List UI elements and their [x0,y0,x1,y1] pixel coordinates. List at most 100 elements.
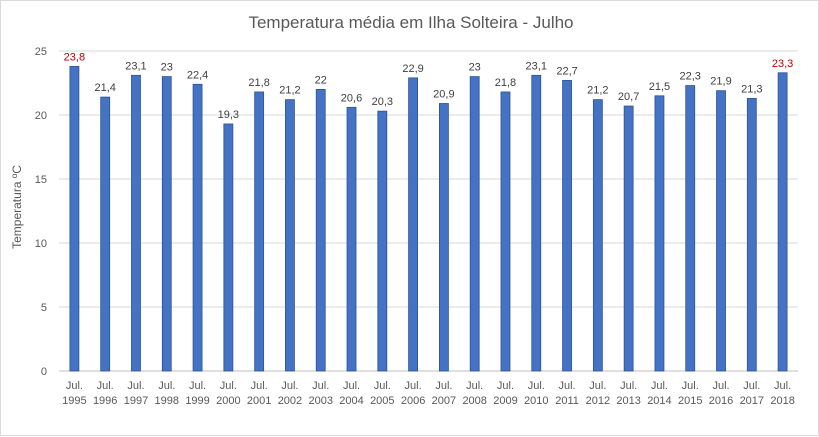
bar-2002 [285,99,295,372]
bar-1997 [131,74,141,372]
x-tick-prefix: Jul. [251,380,268,392]
data-label-2015: 22,3 [680,71,701,83]
x-tick-year: 2012 [586,395,610,407]
bar-1995 [69,65,80,372]
x-tick-prefix: Jul. [466,380,483,392]
x-tick-prefix: Jul. [712,380,729,392]
bar-2017 [746,97,757,372]
x-tick-year: 2008 [462,395,486,407]
x-tick-year: 1997 [124,395,148,407]
x-tick-year: 2006 [401,395,425,407]
bar-2003 [315,89,326,372]
data-label-2000: 19,3 [218,109,239,121]
x-tick-prefix: Jul. [620,380,637,392]
x-tick-year: 2018 [770,395,794,407]
x-tick-prefix: Jul. [589,380,606,392]
data-label-2008: 23 [469,62,481,74]
x-tick-prefix: Jul. [66,380,83,392]
bar-2001 [254,91,265,372]
y-tick-label: 5 [41,302,47,314]
bar-2013 [623,105,634,372]
bar-1996 [100,96,111,372]
x-tick-prefix: Jul. [743,380,760,392]
x-tick-prefix: Jul. [528,380,545,392]
y-axis-label: Temperatura ºC [10,165,24,249]
x-tick-year: 1998 [155,395,179,407]
x-tick-year: 2016 [709,395,733,407]
x-tick-year: 2010 [524,395,548,407]
x-tick-year: 2009 [493,395,517,407]
x-tick-year: 1996 [93,395,117,407]
y-tick-label: 25 [35,46,47,58]
y-tick-label: 20 [35,110,47,122]
x-tick-prefix: Jul. [682,380,699,392]
x-tick-prefix: Jul. [127,380,144,392]
bar-2010 [531,74,542,372]
gridlines [59,50,798,372]
data-label-2006: 22,9 [402,63,423,75]
data-label-2016: 21,9 [710,76,731,88]
y-tick-label: 0 [41,366,47,378]
x-tick-prefix: Jul. [343,380,360,392]
bar-2005 [377,110,388,372]
data-label-1995: 23,8 [64,51,85,63]
bar-2006 [408,77,419,372]
data-label-2001: 21,8 [248,77,269,89]
bar-1998 [161,76,172,372]
bar-2004 [346,106,357,372]
x-tick-prefix: Jul. [189,380,206,392]
bars [69,65,788,372]
bar-2015 [685,85,696,372]
bar-2014 [654,95,665,372]
x-tick-prefix: Jul. [97,380,114,392]
y-tick-label: 15 [35,174,47,186]
data-label-2012: 21,2 [587,85,608,97]
x-tick-prefix: Jul. [281,380,298,392]
y-tick-label: 10 [35,238,47,250]
bar-2018 [777,72,788,372]
x-tick-year: 2007 [432,395,456,407]
bar-2008 [469,76,480,372]
x-tick-year: 2017 [740,395,764,407]
data-labels: 23,8 21,4 23,1 23 22,4 19,3 21,8 21,2 22 20,6 20,3… [64,51,794,121]
x-tick-prefix: Jul. [405,380,422,392]
x-tick-prefix: Jul. [374,380,391,392]
data-label-2003: 22 [315,74,327,86]
x-tick-year: 2001 [247,395,271,407]
bar-2011 [562,80,572,372]
data-label-2018: 23,3 [772,58,793,70]
x-tick-year: 2004 [339,395,363,407]
x-tick-year: 2014 [647,395,671,407]
bar-2009 [500,91,511,372]
bar-2016 [716,90,726,372]
x-tick-year: 2002 [278,395,302,407]
data-label-2017: 21,3 [741,83,762,95]
bar-2000 [223,123,234,372]
bar-1999 [192,83,203,372]
x-tick-prefix: Jul. [651,380,668,392]
data-label-2011: 22,7 [556,65,577,77]
x-tick-year: 1999 [185,395,209,407]
data-label-1997: 23,1 [125,60,146,72]
data-label-2004: 20,6 [341,92,362,104]
x-tick-year: 2011 [555,395,579,407]
data-label-2007: 20,9 [433,88,454,100]
x-tick-year: 2003 [308,395,332,407]
data-label-2005: 20,3 [372,96,393,108]
x-tick-year: 1995 [62,395,86,407]
bar-2012 [592,99,603,372]
data-label-1999: 22,4 [187,69,208,81]
data-label-2002: 21,2 [279,85,300,97]
x-tick-prefix: Jul. [497,380,514,392]
x-tick-year: 2015 [678,395,702,407]
data-label-2013: 20,7 [618,91,639,103]
x-tick-prefix: Jul. [774,380,791,392]
x-tick-prefix: Jul. [220,380,237,392]
data-label-1998: 23 [161,62,173,74]
x-tick-prefix: Jul. [312,380,329,392]
bar-2007 [438,103,449,372]
data-label-2009: 21,8 [495,77,516,89]
chart-title: Temperatura média em Ilha Solteira - Jul… [248,13,573,32]
